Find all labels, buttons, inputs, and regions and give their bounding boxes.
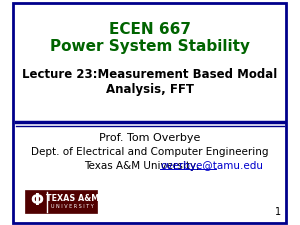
Text: Power System Stability: Power System Stability xyxy=(50,38,250,54)
Text: Lecture 23:Measurement Based Modal: Lecture 23:Measurement Based Modal xyxy=(22,68,278,81)
Text: Dept. of Electrical and Computer Engineering: Dept. of Electrical and Computer Enginee… xyxy=(31,147,269,157)
Text: Analysis, FFT: Analysis, FFT xyxy=(106,83,194,95)
Text: overbye@tamu.edu: overbye@tamu.edu xyxy=(160,161,263,171)
Text: Φ: Φ xyxy=(30,193,43,208)
FancyBboxPatch shape xyxy=(13,3,286,223)
Text: Texas A&M University,: Texas A&M University, xyxy=(84,161,203,171)
Text: TEXAS A&M: TEXAS A&M xyxy=(46,194,99,202)
FancyBboxPatch shape xyxy=(25,190,97,213)
Text: U N I V E R S I T Y: U N I V E R S I T Y xyxy=(51,204,94,209)
Text: Prof. Tom Overbye: Prof. Tom Overbye xyxy=(99,133,201,143)
Text: ECEN 667: ECEN 667 xyxy=(109,22,191,38)
Text: 1: 1 xyxy=(275,207,281,217)
